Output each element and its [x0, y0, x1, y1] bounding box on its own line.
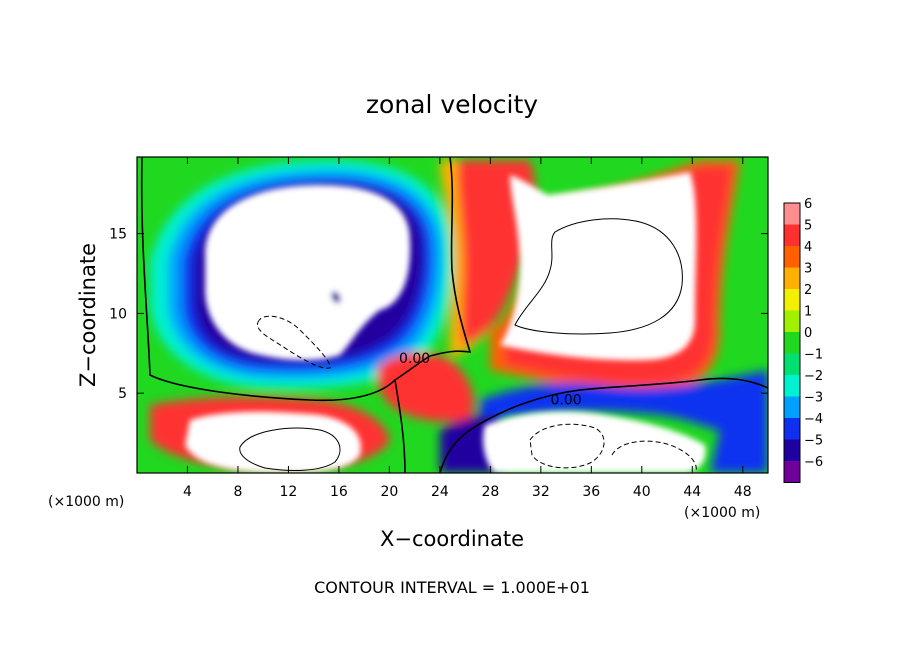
y-tick-label: 15	[109, 227, 127, 243]
colorbar-label: 6	[804, 197, 812, 212]
x-tick-label: 32	[532, 484, 550, 500]
contour-label-0: 0.00	[399, 351, 430, 367]
colorbar-swatch	[784, 203, 800, 225]
colorbar-swatch	[784, 267, 800, 289]
colorbar-swatch	[784, 418, 800, 440]
plot-frame	[136, 156, 769, 474]
x-tick-label: 24	[431, 484, 449, 500]
colorbar-label: −4	[804, 412, 823, 427]
y-axis: 5 10 15	[109, 227, 768, 402]
x-tick-label: 48	[734, 484, 752, 500]
x-tick-label: 44	[683, 484, 701, 500]
colorbar-label: −2	[804, 369, 823, 384]
colorbar-label: −6	[804, 455, 823, 470]
y-tick-label: 5	[118, 386, 127, 402]
x-tick-label: 20	[380, 484, 398, 500]
colorbar-label: 5	[804, 219, 812, 234]
colorbar-swatch	[784, 332, 800, 354]
colorbar-label: 3	[804, 262, 812, 277]
x-tick-label: 4	[183, 484, 192, 500]
x-unit-right: (×1000 m)	[684, 505, 760, 521]
x-tick-label: 28	[481, 484, 499, 500]
colorbar-swatch	[784, 310, 800, 332]
chart-title: zonal velocity	[366, 90, 538, 119]
colorbar-label: 2	[804, 283, 812, 298]
heatmap-field	[137, 157, 768, 473]
x-tick-label: 12	[280, 484, 298, 500]
colorbar: 6 5 4 3 2 1 0 −1 −2 −3 −4 −5 −6	[783, 197, 823, 483]
y-axis-label: Z−coordinate	[76, 243, 100, 387]
colorbar-label: −3	[804, 391, 823, 406]
colorbar-label: 4	[804, 240, 812, 255]
colorbar-swatch	[784, 396, 800, 418]
x-tick-label: 16	[330, 484, 348, 500]
colorbar-label: 0	[804, 326, 812, 341]
colorbar-label: −1	[804, 348, 823, 363]
x-tick-label: 8	[233, 484, 242, 500]
colorbar-swatch	[784, 353, 800, 375]
colorbar-swatch	[784, 224, 800, 246]
colorbar-swatch	[784, 246, 800, 268]
contour-interval-note: CONTOUR INTERVAL = 1.000E+01	[314, 578, 590, 597]
contour-labels: 0.00 0.00	[399, 351, 582, 409]
colorbar-swatch	[784, 461, 800, 483]
colorbar-label: −5	[804, 434, 823, 449]
y-tick-label: 10	[109, 306, 127, 322]
colorbar-swatch	[784, 289, 800, 311]
colorbar-swatch	[784, 439, 800, 461]
colorbar-frame	[783, 202, 801, 483]
x-tick-label: 40	[633, 484, 651, 500]
x-axis: 4 8 12 16 20 24 28 32 36 40 44 48	[183, 157, 752, 500]
contour-label-1: 0.00	[550, 393, 581, 409]
x-tick-label: 36	[582, 484, 600, 500]
colorbar-label: 1	[804, 305, 812, 320]
x-axis-label: X−coordinate	[380, 527, 524, 551]
contour-lines	[140, 157, 768, 473]
colorbar-swatch	[784, 375, 800, 397]
x-unit-left: (×1000 m)	[48, 494, 124, 510]
